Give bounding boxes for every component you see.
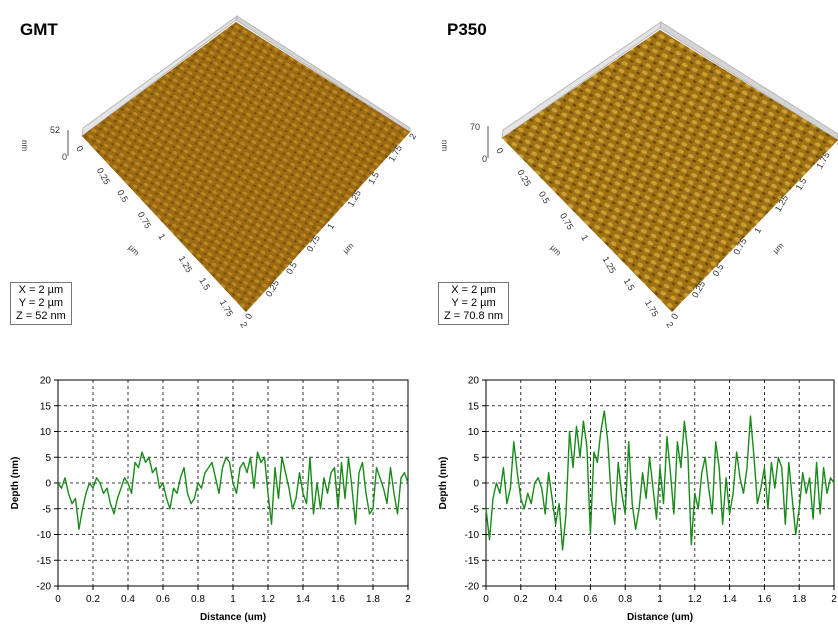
afm-left-tick-label: 1.5: [622, 277, 637, 293]
y-tick-label: 0: [45, 479, 51, 490]
x-tick-label: 0.4: [121, 594, 135, 605]
afm-z-unit-p350: nm: [440, 140, 449, 151]
y-axis-label: Depth (nm): [438, 457, 449, 510]
afm-left-tick-label: 1.5: [197, 276, 212, 292]
afm-z-unit-gmt: nm: [20, 140, 29, 151]
afm-info-box-p350: X = 2 µm Y = 2 µm Z = 70.8 nm: [438, 282, 510, 325]
x-tick-label: 1.6: [757, 594, 771, 605]
afm-info-x-gmt: X = 2 µm: [18, 284, 64, 296]
x-tick-label: 0: [55, 594, 61, 605]
y-tick-label: -15: [465, 556, 480, 567]
afm-left-tick-label: 0.75: [136, 210, 153, 230]
x-tick-label: 1.4: [723, 594, 737, 605]
y-tick-label: 0: [473, 479, 479, 490]
y-tick-label: -20: [37, 582, 52, 593]
afm-axis-unit-left-p350: µm: [549, 243, 564, 258]
x-tick-label: 0.6: [583, 594, 597, 605]
afm-info-z-gmt: Z = 52 nm: [16, 310, 66, 322]
depth-profile-line: [485, 410, 835, 551]
afm-left-tick-label: 0: [74, 144, 85, 153]
x-tick-label: 0.8: [618, 594, 632, 605]
x-tick-label: 1.6: [331, 594, 345, 605]
afm-info-x-p350: X = 2 µm: [451, 284, 496, 296]
x-tick-label: 1.2: [688, 594, 702, 605]
x-tick-label: 0.4: [549, 594, 563, 605]
x-tick-label: 0: [483, 594, 489, 605]
afm-z-min-gmt: 0: [62, 152, 67, 162]
afm-axis-unit-right-gmt: µm: [341, 241, 356, 256]
afm-left-tick-label: 1: [579, 233, 590, 242]
y-tick-label: 15: [40, 401, 52, 412]
y-tick-label: 20: [40, 376, 52, 387]
x-tick-label: 2: [831, 594, 837, 605]
y-tick-label: -5: [42, 504, 51, 515]
afm-z-min-p350: 0: [482, 154, 487, 164]
afm-right-tick-label: 1: [325, 222, 336, 231]
y-tick-label: 20: [468, 376, 480, 387]
y-axis-label: Depth (nm): [10, 457, 21, 510]
x-axis-label: Distance (um): [200, 612, 266, 623]
afm-left-tick-label: 0.25: [516, 168, 533, 188]
afm-info-y-p350: Y = 2 µm: [451, 297, 496, 309]
afm-left-tick-label: 1.75: [643, 298, 660, 318]
afm-left-tick-label: 1.25: [177, 254, 194, 274]
x-tick-label: 0.6: [156, 594, 170, 605]
afm-left-tick-label: 2: [664, 320, 675, 329]
x-axis-label: Distance (um): [627, 612, 693, 623]
y-tick-label: 5: [473, 453, 479, 464]
afm-info-box-gmt: X = 2 µm Y = 2 µm Z = 52 nm: [10, 282, 72, 325]
x-tick-label: 0.2: [514, 594, 528, 605]
x-tick-label: 0.2: [86, 594, 100, 605]
x-tick-label: 1.8: [792, 594, 806, 605]
afm-left-tick-label: 0: [494, 146, 505, 155]
afm-info-z-p350: Z = 70.8 nm: [444, 310, 504, 322]
afm-left-tick-label: 0.75: [558, 211, 575, 231]
y-tick-label: 10: [468, 427, 480, 438]
afm-right-tick-label: 2: [835, 140, 838, 149]
x-tick-label: 2: [405, 594, 411, 605]
afm-right-tick-label: 1: [752, 226, 763, 235]
x-tick-label: 1.4: [296, 594, 310, 605]
x-tick-label: 1: [230, 594, 236, 605]
y-tick-label: -5: [470, 504, 479, 515]
afm-z-max-p350: 70: [470, 122, 480, 132]
afm-right-tick-label: 2: [407, 132, 418, 141]
y-tick-label: 15: [468, 401, 480, 412]
x-tick-label: 0.8: [191, 594, 205, 605]
afm-axis-unit-left-gmt: µm: [127, 243, 142, 258]
panel-title-gmt: GMT: [20, 20, 58, 39]
afm-right-tick-label: 0: [243, 312, 254, 321]
afm-axis-unit-right-p350: µm: [771, 241, 786, 256]
y-tick-label: -10: [465, 530, 480, 541]
depth-profile-line: [57, 451, 409, 531]
afm-left-tick-label: 1: [156, 232, 167, 241]
y-tick-label: -15: [37, 556, 52, 567]
y-tick-label: 5: [45, 453, 51, 464]
y-tick-label: 10: [40, 427, 52, 438]
afm-left-tick-label: 1.75: [218, 298, 235, 318]
x-tick-label: 1.2: [261, 594, 275, 605]
y-tick-label: -20: [465, 582, 480, 593]
afm-left-tick-label: 0.25: [95, 166, 112, 186]
x-tick-label: 1: [657, 594, 663, 605]
afm-left-tick-label: 0.5: [115, 188, 130, 204]
x-tick-label: 1.8: [366, 594, 380, 605]
y-tick-label: -10: [37, 530, 52, 541]
afm-right-tick-label: 0: [669, 312, 680, 321]
afm-left-tick-label: 1.25: [601, 255, 618, 275]
afm-z-max-gmt: 52: [50, 125, 60, 135]
afm-left-tick-label: 2: [238, 320, 249, 329]
afm-left-tick-label: 0.5: [537, 190, 552, 206]
panel-title-p350: P350: [447, 20, 487, 39]
afm-info-y-gmt: Y = 2 µm: [18, 297, 64, 309]
